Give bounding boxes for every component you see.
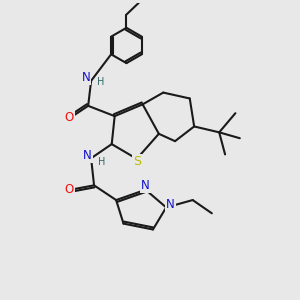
Text: N: N bbox=[81, 71, 90, 84]
Text: N: N bbox=[166, 198, 175, 211]
Text: O: O bbox=[64, 183, 74, 196]
Text: N: N bbox=[83, 149, 92, 162]
Text: N: N bbox=[141, 179, 150, 192]
Text: H: H bbox=[98, 157, 105, 167]
Text: O: O bbox=[64, 111, 74, 124]
Text: S: S bbox=[133, 155, 141, 168]
Text: H: H bbox=[97, 77, 104, 87]
